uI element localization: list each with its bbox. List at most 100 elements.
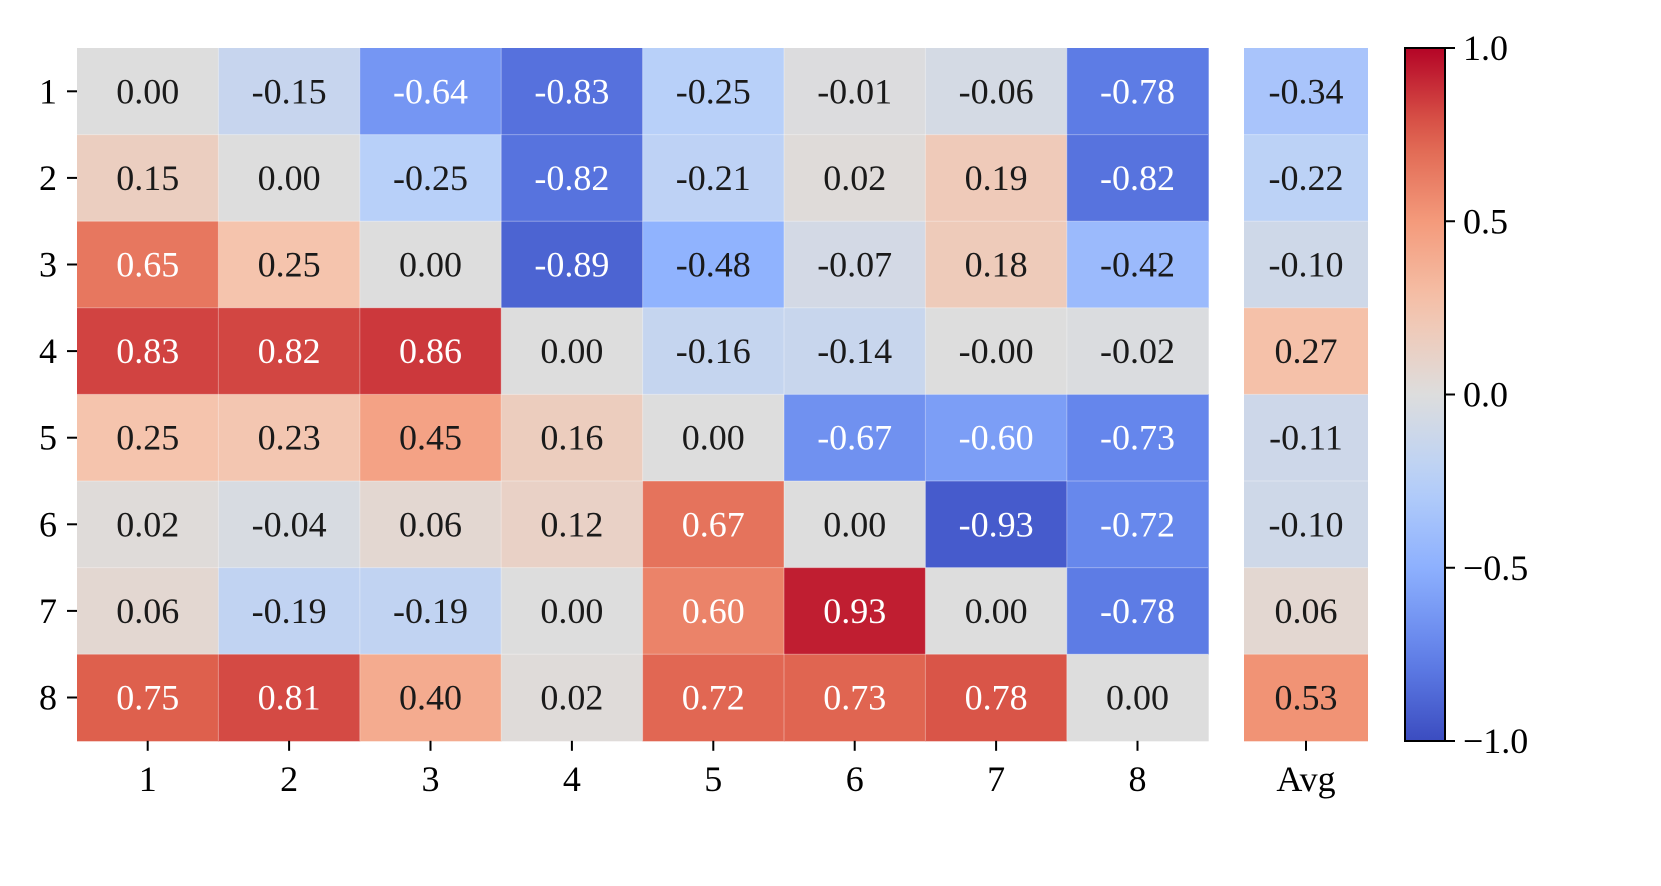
cell-value-label: 0.02	[116, 504, 179, 544]
avg-cell	[1244, 221, 1368, 309]
heatmap-cell	[77, 481, 219, 569]
cell-value-label: 0.06	[116, 591, 179, 631]
heatmap-cell	[359, 394, 502, 482]
heatmap-cell	[359, 481, 502, 569]
avg-cell	[1244, 481, 1368, 569]
cell-value-label: -0.25	[676, 71, 751, 111]
cell-value-label: -0.16	[676, 331, 751, 371]
cell-value-label: -0.07	[817, 245, 892, 285]
cell-value-label: 0.23	[258, 418, 321, 458]
heatmap-cell	[642, 48, 785, 136]
colorbar-gradient	[1404, 47, 1446, 742]
avg-value-label: 0.06	[1275, 591, 1338, 631]
y-tick-label: 1	[39, 71, 57, 111]
y-tick-label: 4	[39, 331, 57, 371]
colorbar-tick-label: −0.5	[1463, 548, 1528, 588]
heatmap-cell	[218, 481, 361, 569]
cell-value-label: 0.02	[540, 678, 603, 718]
cell-value-label: 0.93	[823, 591, 886, 631]
cell-value-label: -0.83	[534, 71, 609, 111]
heatmap-cell	[784, 394, 926, 482]
avg-cell	[1244, 307, 1368, 395]
heatmap-cell	[77, 307, 219, 395]
cell-value-label: -0.82	[534, 158, 609, 198]
y-tick-label: 5	[39, 418, 57, 458]
heatmap-cell	[1066, 481, 1209, 569]
avg-value-label: -0.10	[1269, 504, 1344, 544]
heatmap-cell	[784, 134, 926, 222]
heatmap-cell	[77, 48, 219, 136]
heatmap-cell	[642, 307, 785, 395]
cell-value-label: 0.19	[965, 158, 1028, 198]
heatmap-cell	[218, 48, 361, 136]
heatmap-cell	[784, 221, 926, 309]
avg-cell	[1244, 654, 1368, 742]
x-tick-label: 8	[1129, 759, 1147, 799]
heatmap-cell	[77, 394, 219, 482]
cell-value-label: -0.21	[676, 158, 751, 198]
cell-value-label: -0.15	[252, 71, 327, 111]
cell-value-label: -0.01	[817, 71, 892, 111]
heatmap-cell	[501, 134, 644, 222]
cell-value-label: -0.04	[252, 504, 327, 544]
heatmap-cell	[501, 654, 644, 742]
heatmap-cell	[1066, 654, 1209, 742]
cell-value-label: 0.86	[399, 331, 462, 371]
cell-value-label: -0.72	[1100, 504, 1175, 544]
cell-value-label: 0.00	[1106, 678, 1169, 718]
heatmap-cell	[359, 221, 502, 309]
avg-value-label: 0.53	[1275, 678, 1338, 718]
heatmap-cell	[784, 481, 926, 569]
cell-value-label: 0.00	[540, 591, 603, 631]
y-tick-label: 3	[39, 245, 57, 285]
cell-value-label: 0.78	[965, 678, 1028, 718]
heatmap-cell	[925, 48, 1068, 136]
avg-cell	[1244, 134, 1368, 222]
cell-value-label: -0.60	[959, 418, 1034, 458]
y-tick-label: 6	[39, 504, 57, 544]
heatmap-cell	[218, 394, 361, 482]
cell-value-label: 0.83	[116, 331, 179, 371]
avg-tick-label: Avg	[1276, 759, 1335, 799]
colorbar-tick-label: 0.0	[1463, 375, 1508, 415]
heatmap-cell	[501, 221, 644, 309]
heatmap-cell	[501, 48, 644, 136]
cell-value-label: 0.00	[258, 158, 321, 198]
heatmap-cell	[501, 481, 644, 569]
heatmap-cell	[925, 221, 1068, 309]
cell-value-label: -0.19	[252, 591, 327, 631]
avg-cell	[1244, 567, 1368, 655]
x-tick-label: 3	[422, 759, 440, 799]
avg-value-label: -0.34	[1269, 71, 1344, 111]
heatmap-cell	[925, 481, 1068, 569]
cell-value-label: 0.00	[965, 591, 1028, 631]
cell-value-label: 0.82	[258, 331, 321, 371]
cell-value-label: 0.73	[823, 678, 886, 718]
cell-value-label: 0.00	[682, 418, 745, 458]
heatmap-cell	[1066, 134, 1209, 222]
cell-value-label: 0.15	[116, 158, 179, 198]
cell-value-label: 0.12	[540, 504, 603, 544]
cell-value-label: -0.25	[393, 158, 468, 198]
heatmap-cell	[218, 567, 361, 655]
heatmap-cell	[784, 567, 926, 655]
colorbar-tick-label: −1.0	[1463, 721, 1528, 761]
cell-value-label: -0.42	[1100, 245, 1175, 285]
heatmap-cell	[359, 134, 502, 222]
heatmap-cell	[359, 48, 502, 136]
heatmap-cell	[359, 654, 502, 742]
cell-value-label: 0.06	[399, 504, 462, 544]
x-tick-label: 1	[139, 759, 157, 799]
heatmap-cell	[501, 307, 644, 395]
heatmap-cell	[925, 307, 1068, 395]
heatmap-cell	[925, 394, 1068, 482]
cell-value-label: -0.73	[1100, 418, 1175, 458]
heatmap-cell	[925, 654, 1068, 742]
heatmap-cell	[501, 567, 644, 655]
cell-value-label: 0.40	[399, 678, 462, 718]
heatmap-cell	[218, 134, 361, 222]
cell-value-label: -0.89	[534, 245, 609, 285]
heatmap-cell	[784, 654, 926, 742]
colorbar-tick-label: 0.5	[1463, 201, 1508, 241]
